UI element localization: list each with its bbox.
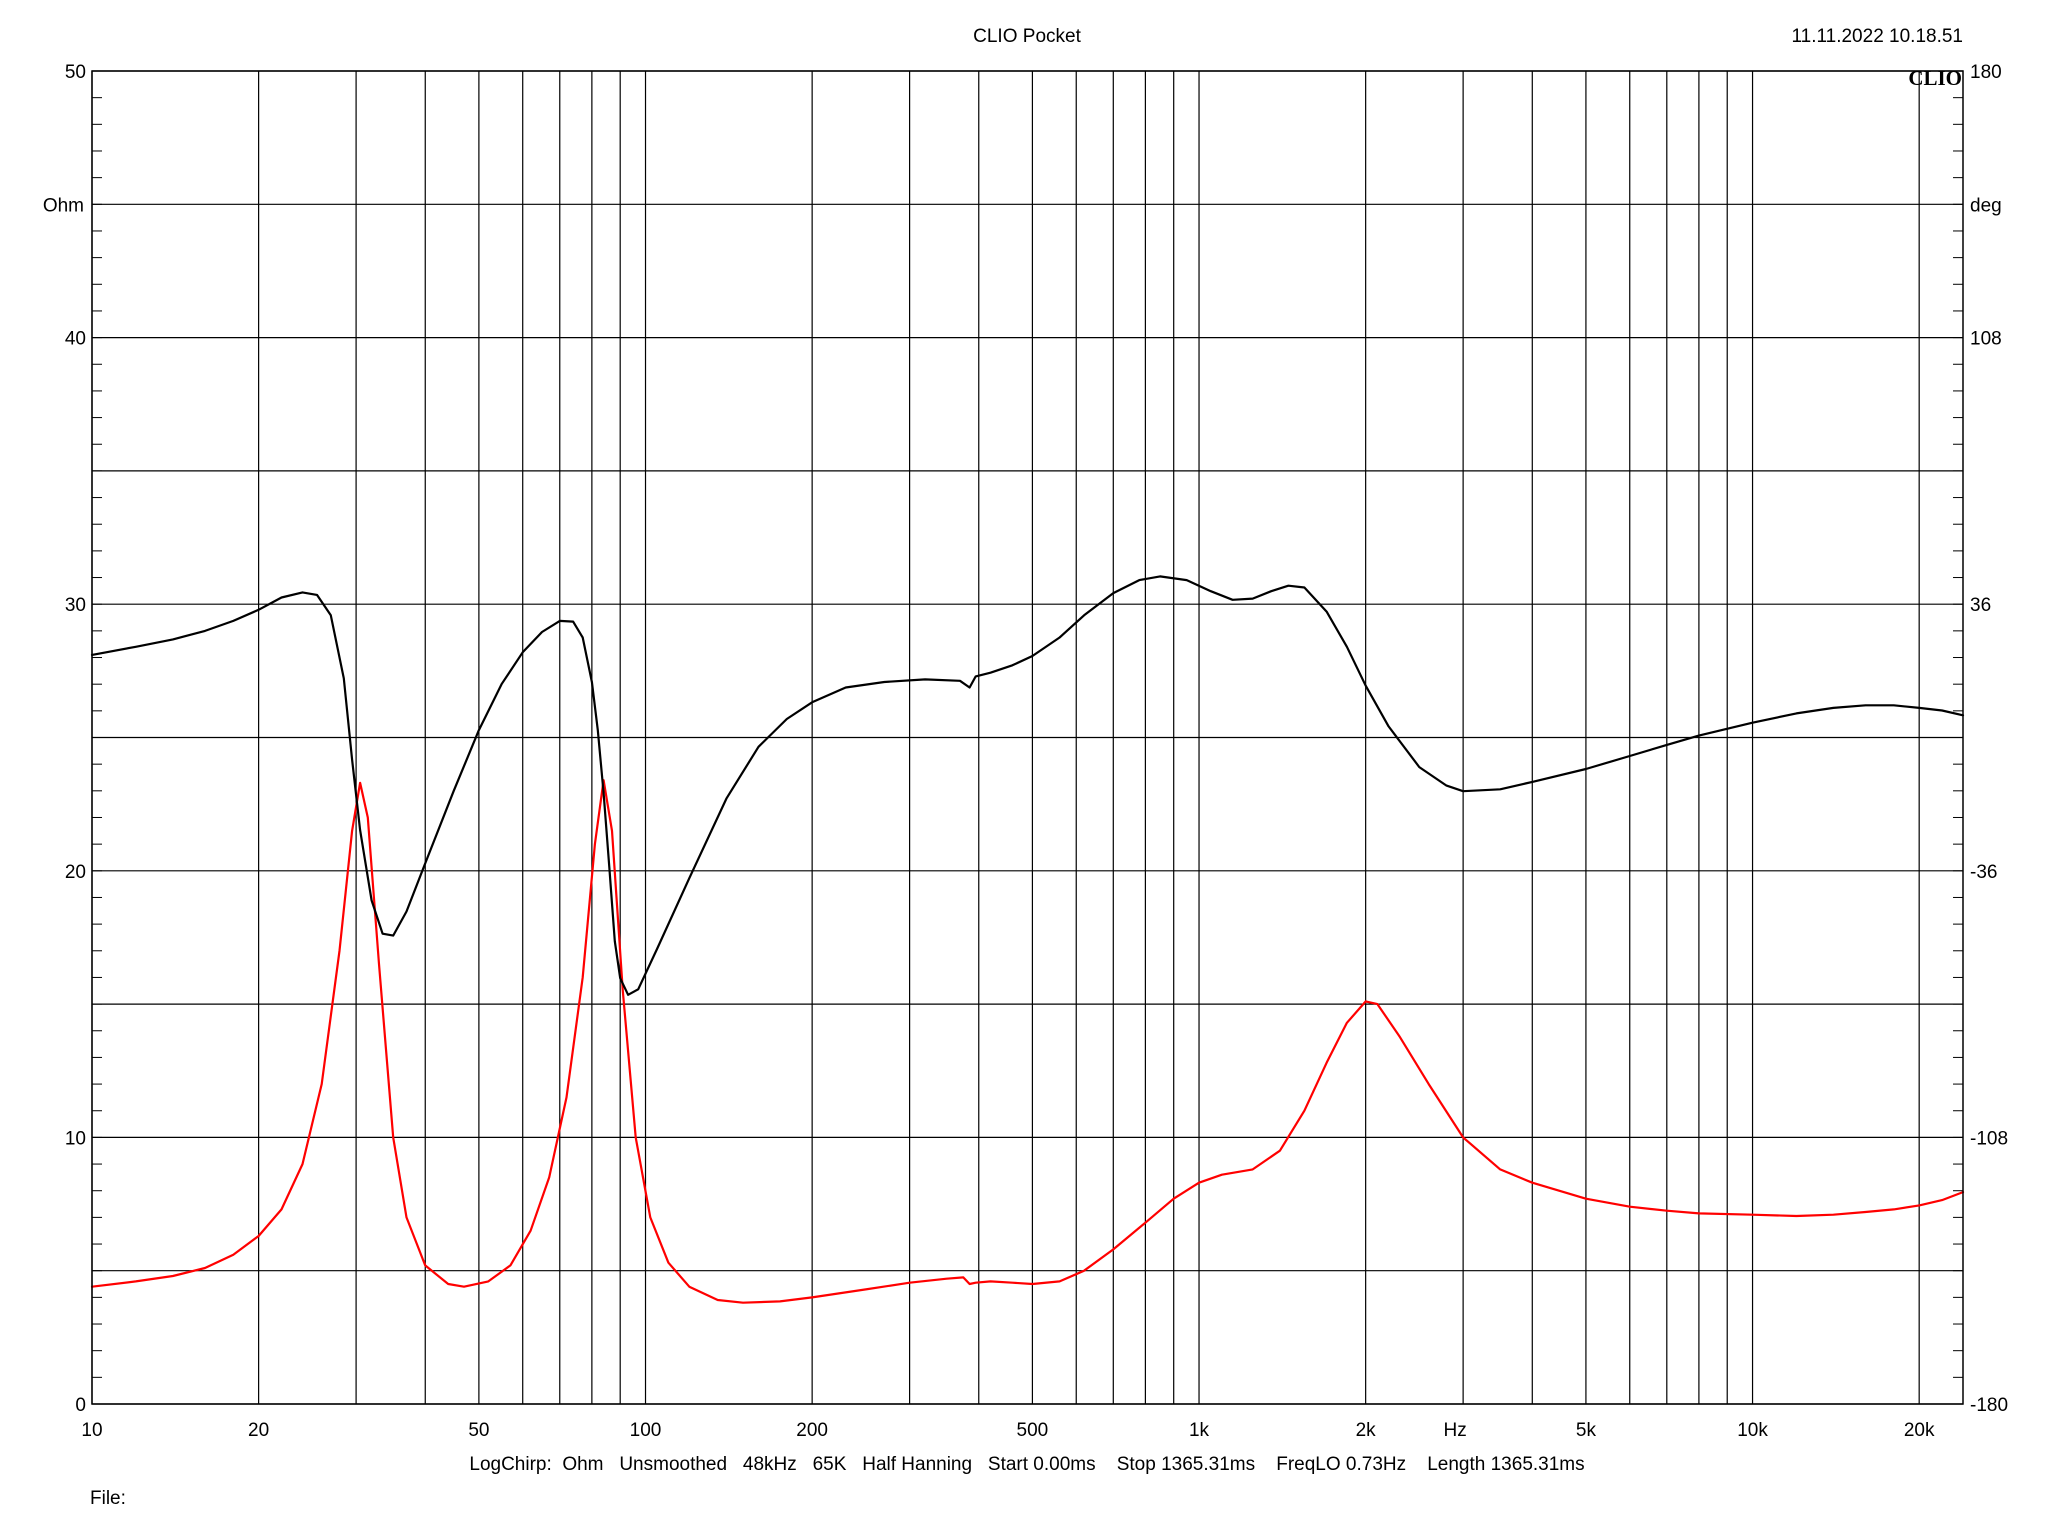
x-tick-label: 1k xyxy=(1189,1420,1210,1441)
x-tick-label: 2k xyxy=(1356,1420,1377,1441)
series-phase-line xyxy=(90,575,1965,996)
timestamp: 11.11.2022 10.18.51 xyxy=(1791,26,1963,47)
x-tick-label: 20k xyxy=(1904,1420,1935,1441)
x-tick-label: 200 xyxy=(796,1420,828,1441)
x-tick-label: 20 xyxy=(248,1420,269,1441)
x-tick-label: 10 xyxy=(81,1420,102,1441)
y-left-tick-label: 0 xyxy=(75,1395,86,1416)
y-left-tick-label: 30 xyxy=(65,595,86,616)
series-impedance-line xyxy=(90,779,1965,1304)
y-left-tick-label: 10 xyxy=(65,1128,86,1149)
tick-labels: 10 20 50 100 200 500 1k 2k 5k 10k 20k Hz 0 10 20 30 40 50… xyxy=(43,62,2008,1441)
y-right-tick-label: -108 xyxy=(1970,1128,2008,1149)
x-tick-label: 100 xyxy=(630,1420,662,1441)
y-left-tick-label: 40 xyxy=(65,329,86,350)
x-tick-label: 10k xyxy=(1737,1420,1768,1441)
grid xyxy=(91,70,1963,1405)
measurement-info: LogChirp: Ohm Unsmoothed 48kHz 65K Half … xyxy=(469,1454,1584,1475)
x-tick-label: 50 xyxy=(468,1420,489,1441)
x-axis-label: Hz xyxy=(1444,1420,1467,1441)
y-right-tick-label: 36 xyxy=(1970,595,1991,616)
y-right-tick-label: 180 xyxy=(1970,62,2002,83)
plot-frame xyxy=(91,70,1964,1405)
x-tick-label: 5k xyxy=(1576,1420,1597,1441)
x-tick-label: 500 xyxy=(1017,1420,1049,1441)
y-left-tick-label: 20 xyxy=(65,862,86,883)
y-right-tick-label: -180 xyxy=(1970,1395,2008,1416)
y-right-tick-label: -36 xyxy=(1970,862,1997,883)
series-layer xyxy=(90,575,1965,1304)
y-left-axis-label: Ohm xyxy=(43,195,84,216)
file-label: File: xyxy=(90,1488,126,1509)
chart-title: CLIO Pocket xyxy=(973,26,1081,47)
y-right-axis-label: deg xyxy=(1970,195,2002,216)
y-left-tick-label: 50 xyxy=(65,62,86,83)
clio-brand-logo: CLIO xyxy=(1908,66,1962,90)
y-right-tick-label: 108 xyxy=(1970,329,2002,350)
